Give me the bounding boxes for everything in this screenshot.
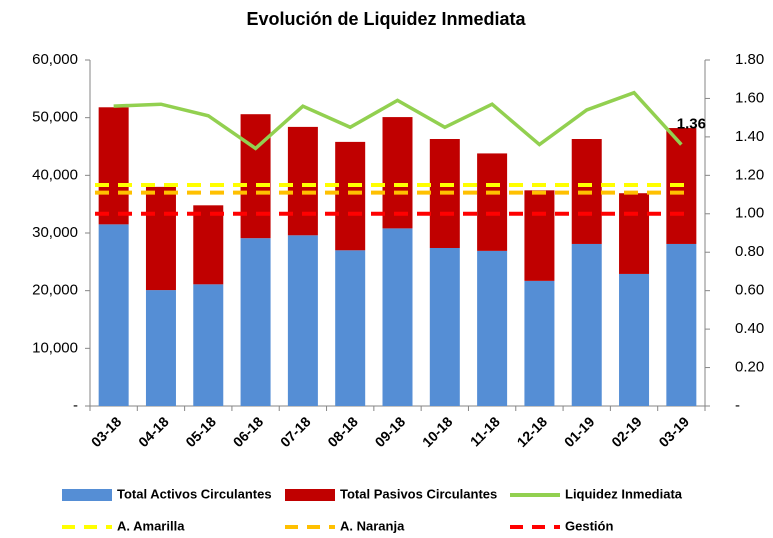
- y2-tick-label: 0.40: [735, 320, 764, 337]
- y2-tick-label: 1.40: [735, 128, 764, 145]
- bar: [145, 290, 176, 406]
- x-tick-label: 07-18: [277, 413, 314, 450]
- y-tick-label: 30,000: [32, 224, 78, 241]
- legend-label: Liquidez Inmediata: [565, 486, 683, 501]
- y-tick-label: 50,000: [32, 109, 78, 126]
- x-tick-label: 09-18: [372, 413, 409, 450]
- bar: [429, 247, 460, 406]
- bar: [98, 107, 129, 225]
- bar: [619, 273, 650, 406]
- bar: [619, 193, 650, 274]
- y2-tick-label: 1.20: [735, 166, 764, 183]
- y2-tick-label: 1.80: [735, 51, 764, 68]
- legend-label: A. Amarilla: [117, 518, 185, 533]
- y2-tick-label: 0.20: [735, 359, 764, 376]
- bar: [145, 186, 176, 291]
- y-tick-label: -: [73, 397, 78, 414]
- x-tick-label: 03-19: [655, 413, 692, 450]
- bar: [240, 238, 271, 406]
- x-tick-label: 01-19: [561, 413, 598, 450]
- legend-label: Total Pasivos Circulantes: [340, 486, 497, 501]
- legend-label: Gestión: [565, 518, 613, 533]
- line: [113, 90, 683, 151]
- y2-tick-label: 1.00: [735, 205, 764, 222]
- bar: [335, 141, 366, 251]
- bar: [287, 126, 318, 236]
- legend-label: Total Activos Circulantes: [117, 486, 272, 501]
- bar: [98, 224, 129, 406]
- data-label: 1.36: [677, 116, 706, 133]
- x-tick-label: 03-18: [88, 413, 125, 450]
- y-tick-label: 40,000: [32, 166, 78, 183]
- bar: [193, 205, 224, 285]
- bar: [666, 243, 697, 406]
- x-tick-label: 06-18: [230, 413, 267, 450]
- bar: [240, 114, 271, 239]
- chart-title: Evolución de Liquidez Inmediata: [246, 9, 526, 29]
- legend-swatch: [285, 489, 335, 501]
- y2-tick-label: 1.60: [735, 89, 764, 106]
- bar: [193, 284, 224, 406]
- x-tick-label: 04-18: [135, 413, 172, 450]
- bar: [524, 280, 555, 406]
- x-tick-label: 05-18: [182, 413, 219, 450]
- legend-swatch: [62, 489, 112, 501]
- y2-tick-label: 0.60: [735, 282, 764, 299]
- y-tick-label: 20,000: [32, 282, 78, 299]
- y-tick-label: 60,000: [32, 51, 78, 68]
- x-tick-label: 12-18: [514, 413, 551, 450]
- y2-tick-label: -: [735, 397, 740, 414]
- y-tick-label: 10,000: [32, 339, 78, 356]
- x-tick-label: 02-19: [608, 413, 645, 450]
- x-tick-label: 11-18: [467, 413, 503, 449]
- y2-tick-label: 0.80: [735, 243, 764, 260]
- x-tick-label: 08-18: [324, 413, 361, 450]
- legend-label: A. Naranja: [340, 518, 405, 533]
- bar: [524, 190, 555, 281]
- bar: [571, 243, 602, 406]
- x-tick-label: 10-18: [419, 413, 456, 450]
- bar: [335, 250, 366, 406]
- bar: [477, 153, 508, 251]
- bar: [382, 228, 413, 406]
- bar: [287, 235, 318, 406]
- bar: [382, 117, 413, 229]
- bar: [477, 250, 508, 406]
